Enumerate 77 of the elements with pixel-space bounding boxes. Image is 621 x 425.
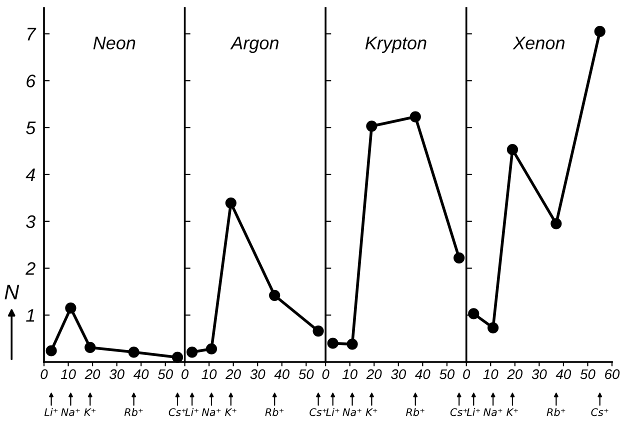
x-tick-label: 40: [133, 369, 149, 380]
text: Argon: [230, 36, 278, 53]
x-tick-label: 20: [226, 369, 241, 380]
text: Rb⁺: [546, 408, 566, 416]
x-tick-label: 10: [202, 369, 217, 380]
x-tick-label: 40: [556, 369, 572, 380]
point: [327, 338, 338, 349]
x-tick-label: 40: [274, 369, 290, 380]
x-tick-label: 50: [580, 369, 596, 380]
point: [366, 120, 378, 132]
y-tick-label: 1: [26, 309, 34, 322]
x-tick-label: 10: [342, 369, 358, 380]
x-tick-label: 30: [532, 369, 547, 380]
text: K⁺: [225, 408, 236, 416]
x-tick-label: 20: [366, 369, 382, 380]
x-tick-label: 30: [250, 369, 266, 380]
point: [172, 352, 184, 363]
text: Rb⁺: [124, 408, 143, 416]
text: Na⁺: [342, 408, 362, 416]
text: Cs⁺: [591, 408, 608, 416]
point: [468, 308, 480, 320]
text: K⁺: [84, 408, 96, 416]
point: [84, 342, 96, 354]
point: [269, 290, 280, 301]
x-tick-label: 0: [182, 369, 189, 380]
x-tick-label: 0: [40, 369, 48, 380]
text: K⁺: [506, 408, 518, 416]
point: [488, 322, 499, 334]
x-tick-label: 50: [440, 369, 455, 380]
y-tick-label: 7: [27, 28, 36, 40]
y-tick-label: 2: [26, 262, 36, 275]
x-tick-label: 0: [322, 369, 330, 380]
text: Rb⁺: [406, 408, 424, 416]
text: Cs⁺: [310, 408, 327, 416]
text: Cs⁺: [168, 408, 186, 416]
point: [225, 197, 236, 209]
text: Li⁺: [466, 408, 480, 416]
point: [346, 338, 358, 350]
text: Na⁺: [202, 408, 221, 416]
y-tick-label: 3: [26, 215, 36, 228]
point: [454, 252, 465, 264]
point: [206, 343, 218, 354]
x-tick-label: 40: [415, 369, 430, 380]
text: Xenon: [512, 36, 564, 50]
point: [46, 345, 57, 356]
text: Cs⁺: [450, 408, 468, 416]
text: Na⁺: [484, 408, 502, 416]
y-tick-label: 6: [26, 74, 36, 88]
point: [594, 26, 606, 37]
x-tick-label: 0: [463, 369, 470, 380]
point: [128, 346, 140, 358]
point: [65, 302, 76, 314]
x-tick-label: 20: [507, 369, 523, 380]
y-axis-title: N: [4, 284, 20, 300]
x-tick-label: 30: [109, 369, 124, 380]
point: [506, 144, 518, 156]
text: Li⁺: [185, 408, 198, 416]
point: [312, 326, 324, 337]
text: Rb⁺: [265, 408, 284, 416]
text: Krypton: [365, 36, 426, 53]
text: Li⁺: [326, 408, 340, 416]
x-tick-label: 10: [483, 369, 498, 380]
text: Na⁺: [61, 408, 80, 416]
point: [186, 346, 198, 358]
text: K⁺: [366, 408, 378, 416]
x-tick-label: 50: [298, 369, 314, 380]
x-tick-label: 50: [158, 369, 173, 380]
x-tick-label: 10: [60, 369, 76, 380]
x-tick-label: 60: [605, 369, 620, 380]
y-tick-label: 5: [26, 122, 36, 134]
x-tick-label: 20: [84, 369, 100, 380]
text: Neon: [93, 36, 136, 50]
x-tick-label: 30: [390, 369, 406, 380]
text: Li⁺: [44, 408, 58, 416]
point: [410, 111, 421, 122]
point: [550, 218, 562, 230]
y-tick-label: 4: [26, 168, 35, 181]
